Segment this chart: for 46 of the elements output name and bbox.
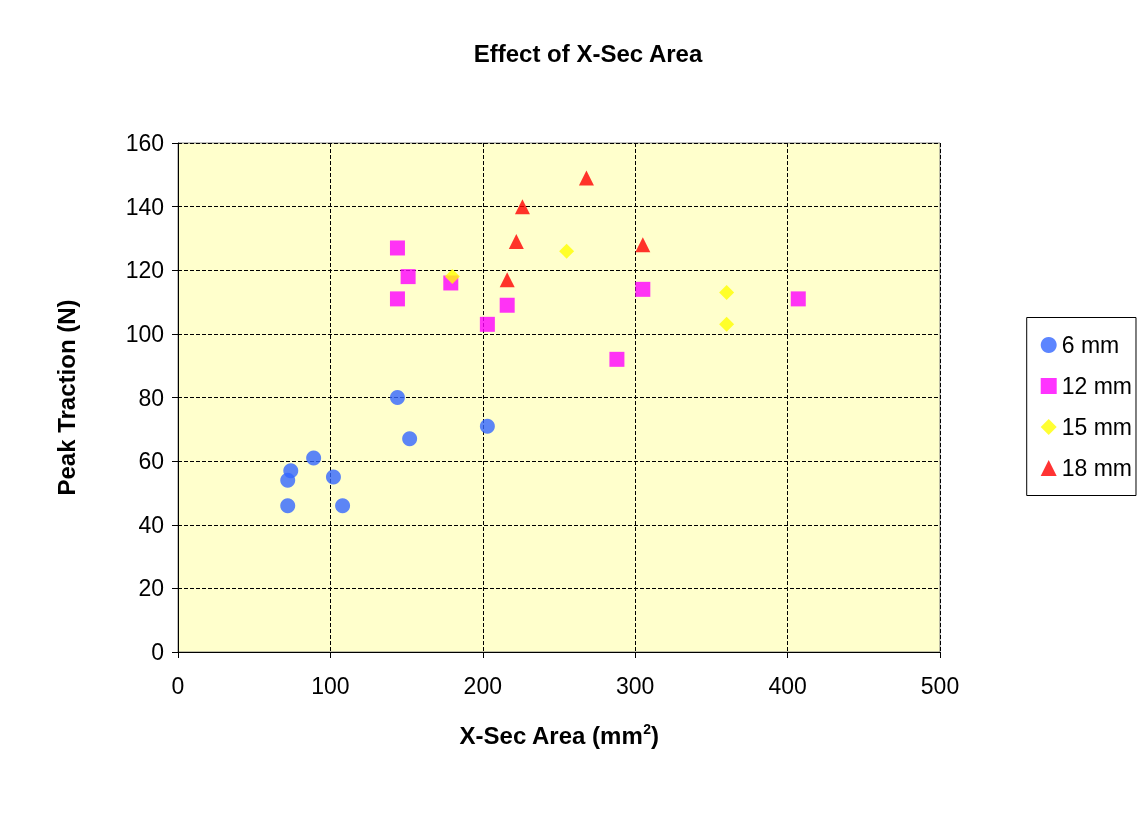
point [283, 463, 299, 479]
x-tick-label: 500 [920, 672, 960, 699]
y-tick-label: 120 [125, 257, 164, 284]
y-tick-label: 80 [138, 384, 164, 411]
y-axis-title: Peak Traction (N) [52, 299, 80, 496]
chart-title: Effect of X-Sec Area [473, 39, 703, 67]
point [719, 316, 735, 332]
point [499, 297, 515, 313]
point [389, 240, 405, 256]
legend-label: 15 mm [1061, 414, 1133, 440]
legend-label: 12 mm [1061, 373, 1133, 399]
point [635, 237, 651, 253]
x-tick-label: 0 [171, 672, 185, 699]
point [609, 351, 625, 367]
point [335, 498, 351, 514]
point [389, 390, 405, 405]
point [400, 269, 416, 285]
point [280, 498, 296, 514]
point [499, 272, 515, 288]
y-tick-label: 20 [138, 575, 164, 602]
point [402, 431, 418, 447]
y-tick-label: 0 [151, 639, 164, 665]
point [578, 170, 594, 186]
point [479, 316, 495, 332]
x-tick-label: 300 [616, 672, 655, 699]
point [514, 199, 530, 215]
point [719, 285, 735, 301]
point [508, 234, 524, 250]
point [790, 291, 806, 307]
point [635, 281, 651, 297]
legend-label: 6 mm [1061, 332, 1120, 358]
y-tick-label: 60 [138, 448, 164, 475]
point [306, 450, 322, 466]
point [444, 269, 460, 285]
point [389, 291, 405, 307]
x-tick-label: 200 [463, 672, 502, 699]
y-tick-label: 160 [125, 130, 164, 156]
x-tick-label: 400 [768, 672, 807, 699]
x-tick-label: 100 [311, 672, 350, 699]
point [479, 418, 495, 434]
point [325, 469, 341, 485]
y-tick-label: 100 [125, 320, 164, 347]
legend-label: 18 mm [1061, 455, 1133, 481]
y-tick-label: 140 [125, 193, 164, 220]
point [559, 243, 575, 259]
y-tick-label: 40 [138, 511, 164, 538]
